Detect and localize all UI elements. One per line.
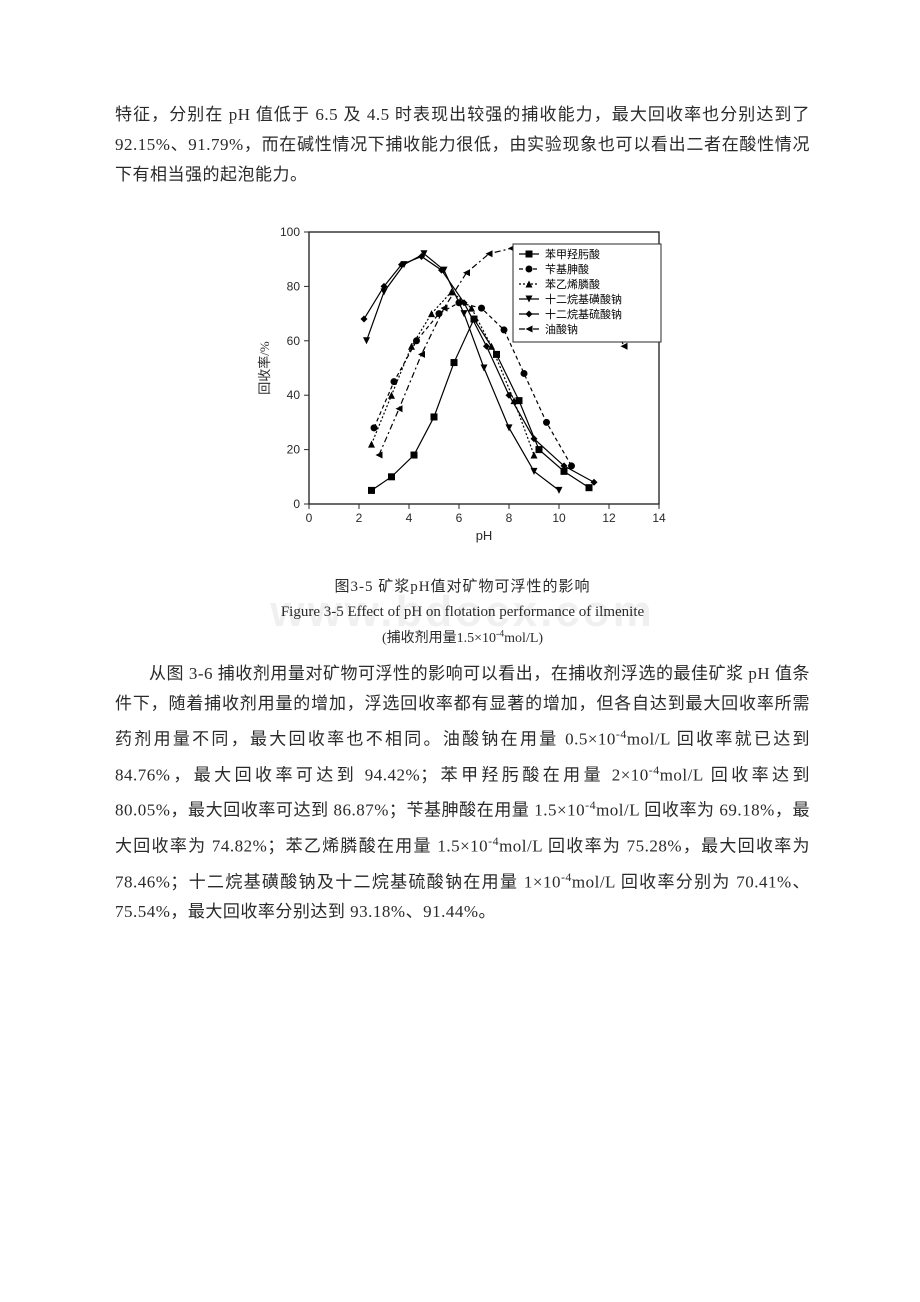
svg-text:100: 100	[279, 225, 299, 239]
svg-text:苄基胂酸: 苄基胂酸	[545, 262, 589, 276]
top-paragraph: 特征，分别在 pH 值低于 6.5 及 4.5 时表现出较强的捕收能力，最大回收…	[115, 100, 810, 190]
caption-note-sup: -4	[496, 628, 504, 639]
chart-figure: 0 2 4 6 8 10 12 14 0 20 40 60 80 100 pH 回收率/% 苯甲羟肟酸苄基胂酸苯…	[253, 218, 673, 553]
svg-text:0: 0	[293, 497, 300, 511]
svg-text:12: 12	[602, 511, 616, 525]
svg-text:6: 6	[455, 511, 462, 525]
svg-text:80: 80	[286, 279, 300, 293]
ph-recovery-chart: 0 2 4 6 8 10 12 14 0 20 40 60 80 100 pH 回收率/% 苯甲羟肟酸苄基胂酸苯…	[253, 218, 673, 548]
figure-caption-block: 图3-5 矿浆pH值对矿物可浮性的影响 Figure 3-5 Effect of…	[115, 575, 810, 647]
page-content: 特征，分别在 pH 值低于 6.5 及 4.5 时表现出较强的捕收能力，最大回收…	[0, 0, 920, 991]
caption-note-suffix: mol/L)	[504, 631, 543, 646]
svg-text:回收率/%: 回收率/%	[257, 341, 272, 395]
caption-note-prefix: (捕收剂用量1.5×10	[382, 631, 496, 646]
svg-text:60: 60	[286, 334, 300, 348]
caption-english: Figure 3-5 Effect of pH on flotation per…	[115, 604, 810, 621]
svg-text:苯乙烯膦酸: 苯乙烯膦酸	[545, 277, 600, 291]
svg-text:8: 8	[505, 511, 512, 525]
svg-text:20: 20	[286, 443, 300, 457]
svg-text:2: 2	[355, 511, 362, 525]
svg-text:十二烷基硫酸钠: 十二烷基硫酸钠	[545, 307, 622, 321]
svg-text:十二烷基磺酸钠: 十二烷基磺酸钠	[545, 292, 622, 306]
svg-text:pH: pH	[475, 528, 492, 543]
svg-text:10: 10	[552, 511, 566, 525]
svg-text:油酸钠: 油酸钠	[545, 322, 578, 336]
svg-text:4: 4	[405, 511, 412, 525]
svg-text:40: 40	[286, 388, 300, 402]
svg-text:苯甲羟肟酸: 苯甲羟肟酸	[545, 247, 600, 261]
caption-note: (捕收剂用量1.5×10-4mol/L)	[115, 627, 810, 647]
caption-chinese: 图3-5 矿浆pH值对矿物可浮性的影响	[115, 575, 810, 596]
bottom-paragraph: 从图 3-6 捕收剂用量对矿物可浮性的影响可以看出，在捕收剂浮选的最佳矿浆 pH…	[115, 659, 810, 927]
svg-text:0: 0	[305, 511, 312, 525]
svg-text:14: 14	[652, 511, 666, 525]
